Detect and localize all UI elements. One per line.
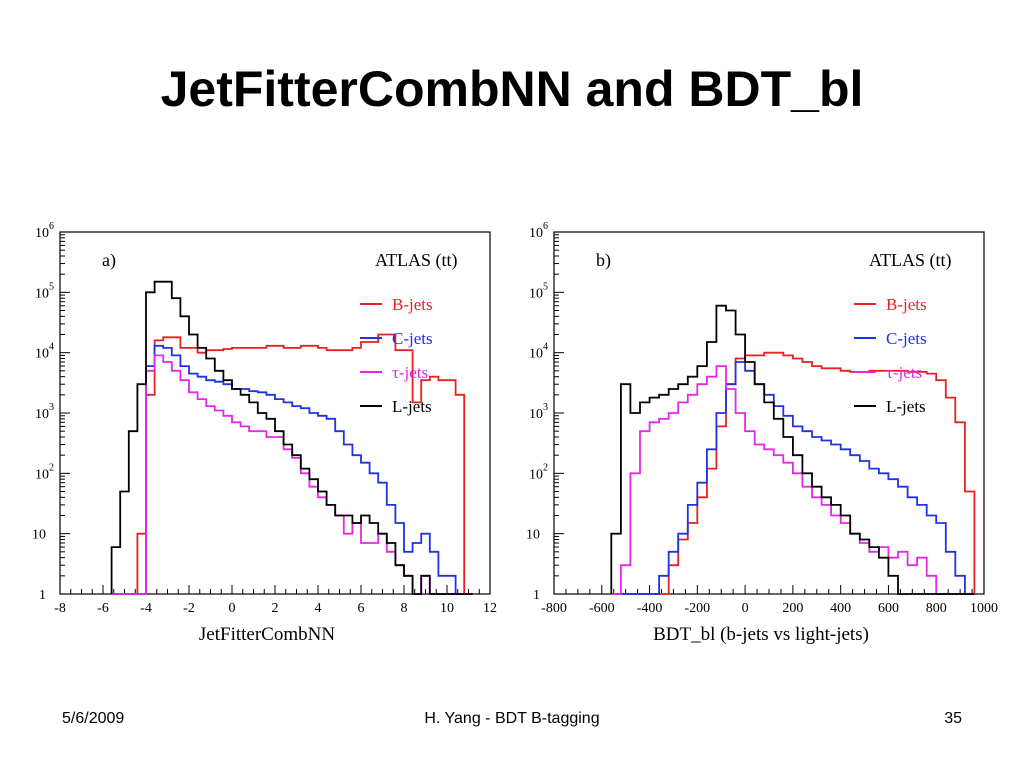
series-ljets-histogram xyxy=(110,280,473,595)
legend-label: L-jets xyxy=(886,397,926,416)
x-tick-label: -2 xyxy=(183,601,195,616)
x-tick-label: 10 xyxy=(440,601,454,616)
x-tick-label: -200 xyxy=(684,601,710,616)
panel-label: a) xyxy=(102,250,116,271)
x-tick-label: 1000 xyxy=(970,601,998,616)
y-tick-label: 102 xyxy=(35,462,54,482)
footer-page-number: 35 xyxy=(944,710,962,727)
x-tick-label: -8 xyxy=(54,601,66,616)
x-axis-label: BDT_bl (b-jets vs light-jets) xyxy=(653,624,869,645)
y-tick-label: 105 xyxy=(35,281,54,301)
legend-label: C-jets xyxy=(392,329,433,348)
series-cjets-histogram xyxy=(611,361,975,595)
x-tick-label: 200 xyxy=(782,601,803,616)
x-tick-label: -800 xyxy=(541,601,567,616)
slide-title: JetFitterCombNN and BDT_bl xyxy=(160,61,864,117)
x-tick-label: 400 xyxy=(830,601,851,616)
atlas-annotation: ATLAS (tt) xyxy=(869,250,952,271)
y-tick-label: 1 xyxy=(39,588,46,603)
y-tick-label: 103 xyxy=(529,402,548,422)
x-tick-label: 0 xyxy=(229,601,236,616)
atlas-annotation: ATLAS (tt) xyxy=(375,250,458,271)
x-tick-label: 12 xyxy=(483,601,497,616)
x-tick-label: -600 xyxy=(589,601,615,616)
series-cjets-histogram xyxy=(111,344,473,595)
y-tick-label: 106 xyxy=(35,221,54,241)
x-tick-label: -4 xyxy=(140,601,152,616)
legend-label: C-jets xyxy=(886,329,927,348)
y-tick-label: 105 xyxy=(529,281,548,301)
x-tick-label: 0 xyxy=(742,601,749,616)
x-tick-label: -6 xyxy=(97,601,109,616)
chart-b-svg: -800 -600 -400 -200 0 200 400 600 800 1000 1 10 102 1… xyxy=(526,221,998,645)
legend-label: τ-jets xyxy=(392,363,428,382)
legend-label: B-jets xyxy=(886,295,927,314)
y-tick-label: 103 xyxy=(35,402,54,422)
legend-label: τ-jets xyxy=(886,363,922,382)
y-tick-label: 104 xyxy=(35,342,54,362)
legend-label: L-jets xyxy=(392,397,432,416)
x-tick-label: 4 xyxy=(315,601,322,616)
y-tick-label: 1 xyxy=(533,588,540,603)
y-tick-label: 10 xyxy=(526,528,540,543)
y-tick-label: 106 xyxy=(529,221,548,241)
footer-center: H. Yang - BDT B-tagging xyxy=(424,710,600,727)
legend-label: B-jets xyxy=(392,295,433,314)
x-tick-label: 600 xyxy=(878,601,899,616)
chart-a: -8 -6 -4 -2 0 2 4 6 8 10 12 1 10 102 103 104 105 106 a) ATL… xyxy=(18,210,518,660)
footer-date: 5/6/2009 xyxy=(62,710,125,727)
panel-label: b) xyxy=(596,250,611,271)
chart-b: -800 -600 -400 -200 0 200 400 600 800 1000 1 10 102 1… xyxy=(512,210,1012,660)
x-tick-label: 2 xyxy=(272,601,279,616)
series-jets-histogram xyxy=(611,365,975,595)
x-tick-label: 8 xyxy=(401,601,408,616)
series-ljets-histogram xyxy=(610,304,975,595)
x-tick-label: -400 xyxy=(637,601,663,616)
y-tick-label: 102 xyxy=(529,462,548,482)
x-tick-label: 6 xyxy=(358,601,365,616)
y-tick-label: 104 xyxy=(529,342,548,362)
chart-a-svg: -8 -6 -4 -2 0 2 4 6 8 10 12 1 10 102 103 104 105 106 a) ATL… xyxy=(32,221,497,645)
x-axis-label: JetFitterCombNN xyxy=(199,624,335,645)
series-bjets-histogram xyxy=(111,333,473,595)
series-jets-histogram xyxy=(111,354,473,595)
y-tick-label: 10 xyxy=(32,528,46,543)
x-tick-label: 800 xyxy=(926,601,947,616)
